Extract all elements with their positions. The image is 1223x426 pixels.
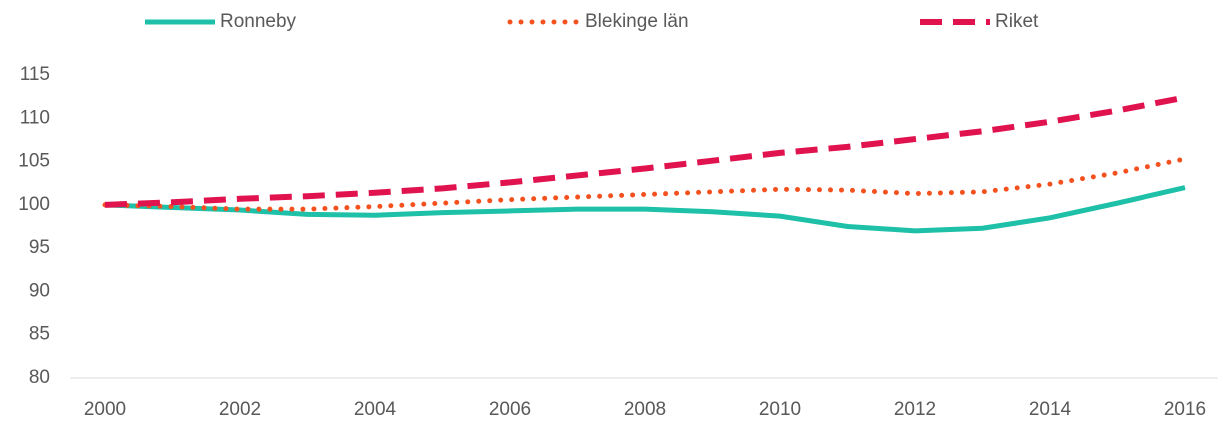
y-tick-label: 90 bbox=[29, 280, 50, 301]
x-tick-label: 2008 bbox=[624, 399, 666, 420]
x-tick-label: 2002 bbox=[219, 399, 261, 420]
x-tick-label: 2004 bbox=[354, 399, 397, 420]
y-tick-label: 100 bbox=[18, 194, 50, 215]
y-tick-label: 115 bbox=[20, 64, 50, 85]
legend-label: Ronneby bbox=[220, 11, 297, 32]
y-tick-label: 80 bbox=[29, 367, 50, 388]
y-tick-label: 105 bbox=[18, 151, 50, 172]
x-tick-label: 2000 bbox=[84, 399, 126, 420]
x-tick-label: 2010 bbox=[759, 399, 801, 420]
x-tick-label: 2006 bbox=[489, 399, 531, 420]
y-tick-label: 110 bbox=[20, 107, 50, 128]
series-line bbox=[102, 156, 1188, 212]
x-tick-label: 2014 bbox=[1029, 399, 1072, 420]
x-tick-label: 2012 bbox=[894, 399, 936, 420]
series-line bbox=[104, 185, 1186, 234]
y-tick-label: 85 bbox=[29, 324, 50, 345]
legend-label: Riket bbox=[995, 11, 1039, 32]
y-tick-label: 95 bbox=[29, 237, 50, 258]
x-tick-label: 2016 bbox=[1164, 399, 1206, 420]
legend-label: Blekinge län bbox=[585, 11, 689, 32]
series-line bbox=[104, 94, 1186, 208]
